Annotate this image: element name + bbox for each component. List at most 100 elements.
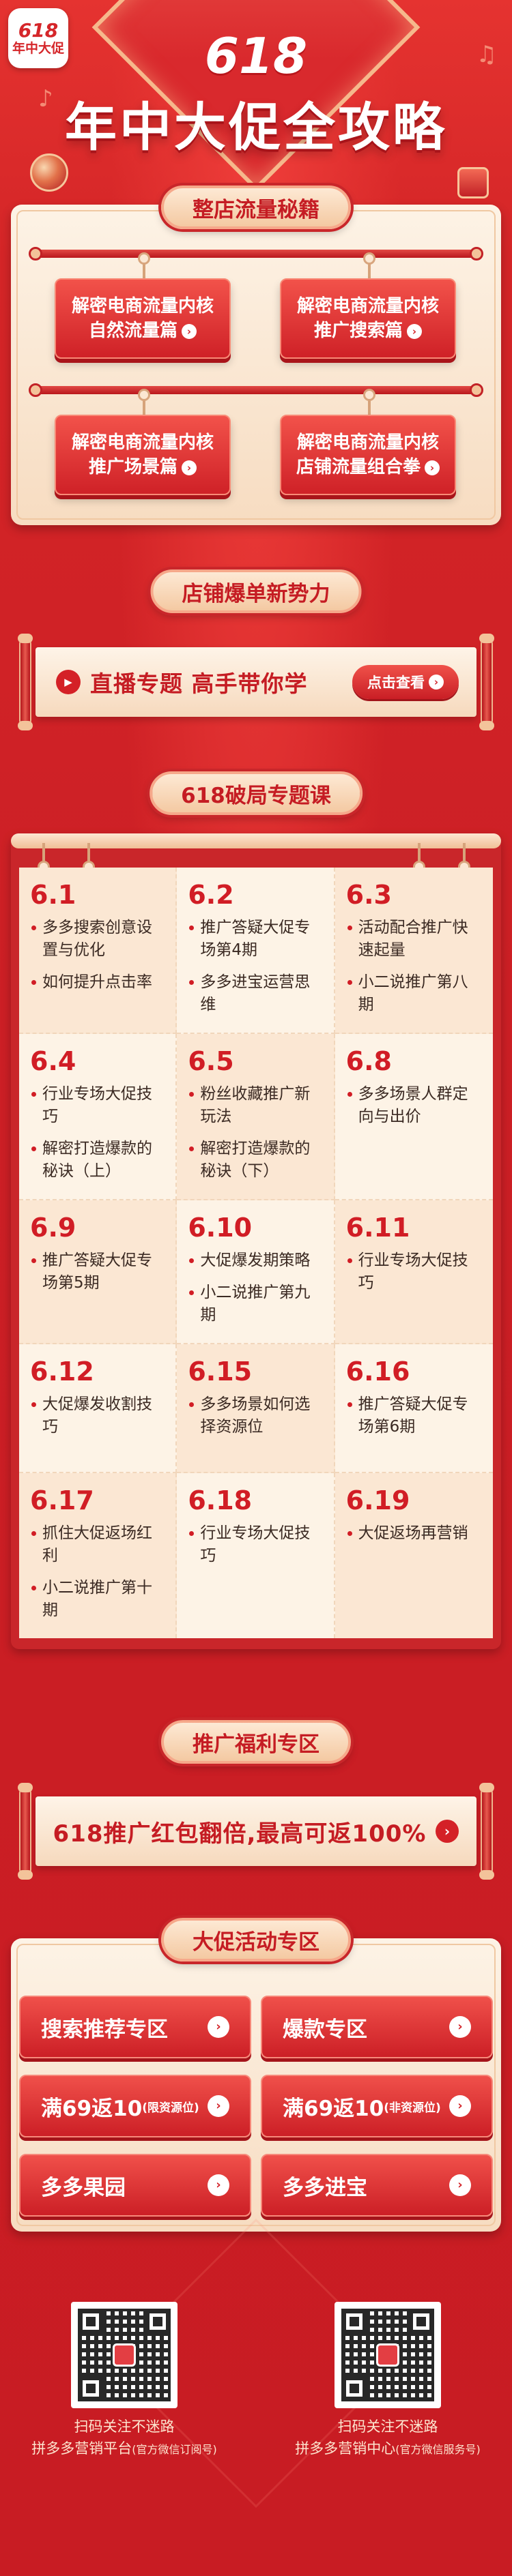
course-item[interactable]: 解密打造爆款的秘诀（下）	[188, 1138, 322, 1183]
section-tab-traffic: 整店流量秘籍	[161, 186, 351, 229]
course-item[interactable]: 多多进宝运营思维	[188, 971, 322, 1016]
course-cell[interactable]: 6.11 行业专场大促技巧	[335, 1200, 493, 1344]
course-date: 6.11	[345, 1213, 410, 1243]
course-cell[interactable]: 6.12 大促爆发收割技巧	[19, 1344, 177, 1473]
course-cell[interactable]: 6.5 粉丝收藏推广新玩法 解密打造爆款的秘诀（下）	[177, 1034, 335, 1200]
live-scroll-banner[interactable]: ▶ 直播专题 高手带你学 点击查看 ›	[11, 634, 501, 730]
promo-button-rebate-nonlimited[interactable]: 满69返10 (非资源位) ›	[261, 2075, 493, 2137]
course-date: 6.1	[30, 880, 76, 910]
music-note-icon: ♫	[476, 41, 497, 68]
course-board: 6.1 多多搜索创意设置与优化如何提升点击率 6.2 推广答疑大促专场第4期 多多进宝运…	[11, 833, 501, 1649]
traffic-button-combo[interactable]: 解密电商流量内核 店铺流量组合拳 ›	[280, 415, 456, 495]
course-date: 6.18	[188, 1485, 253, 1515]
course-item[interactable]: 多多搜索创意设置与优化	[30, 917, 165, 962]
scroll-paper: 618推广红包翻倍,最高可返100% ›	[35, 1796, 477, 1866]
promo-button-rebate-limited[interactable]: 满69返10 (限资源位) ›	[19, 2075, 251, 2137]
course-cell[interactable]: 6.3 活动配合推广快速起量 小二说推广第八期	[335, 868, 493, 1034]
course-cell[interactable]: 6.4 行业专场大促技巧 解密打造爆款的秘诀（上）	[19, 1034, 177, 1200]
logo-text: 年中大促	[12, 41, 64, 56]
course-item[interactable]: 抓住大促返场红利	[30, 1522, 165, 1567]
course-item[interactable]: 行业专场大促技巧	[346, 1249, 482, 1294]
course-item[interactable]: 推广答疑大促专场第5期	[30, 1249, 165, 1294]
course-cell[interactable]: 6.17 抓住大促返场红利 小二说推广第十期	[19, 1473, 177, 1638]
chevron-right-circle-icon: ›	[449, 2016, 471, 2038]
course-item[interactable]: 多多场景人群定向与出价	[346, 1083, 482, 1128]
course-cell[interactable]: 6.10 大促爆发期策略小二说推广第九期	[177, 1200, 335, 1344]
course-date: 6.19	[345, 1485, 410, 1515]
chevron-right-circle-icon: ›	[425, 460, 440, 475]
course-item[interactable]: 行业专场大促技巧	[188, 1522, 322, 1567]
course-cell[interactable]: 6.18 行业专场大促技巧	[177, 1473, 335, 1638]
course-item[interactable]: 活动配合推广快速起量	[346, 917, 482, 962]
course-rail	[11, 833, 501, 848]
course-item[interactable]: 小二说推广第八期	[346, 971, 482, 1016]
course-cell[interactable]: 6.2 推广答疑大促专场第4期 多多进宝运营思维	[177, 868, 335, 1034]
course-item[interactable]: 大促爆发收割技巧	[30, 1393, 165, 1438]
traffic-button-natural[interactable]: 解密电商流量内核 自然流量篇 ›	[55, 278, 231, 359]
course-cell[interactable]: 6.16 推广答疑大促专场第6期	[335, 1344, 493, 1473]
course-item[interactable]: 解密打造爆款的秘诀（上）	[30, 1138, 165, 1183]
hero-number: 618	[204, 27, 308, 85]
promo-button-orchard[interactable]: 多多果园 ›	[19, 2154, 251, 2217]
course-item[interactable]: 行业专场大促技巧	[30, 1083, 165, 1128]
traffic-button-search[interactable]: 解密电商流量内核 推广搜索篇 ›	[280, 278, 456, 359]
chevron-right-circle-icon: ›	[449, 2174, 471, 2196]
traffic-button-scene[interactable]: 解密电商流量内核 推广场景篇 ›	[55, 415, 231, 495]
course-date: 6.9	[30, 1213, 76, 1243]
view-live-button[interactable]: 点击查看 ›	[352, 665, 459, 699]
course-cell[interactable]: 6.19 大促返场再营销	[335, 1473, 493, 1638]
pdd-logo-icon	[113, 2343, 136, 2367]
course-item[interactable]: 多多场景如何选择资源位	[188, 1393, 322, 1438]
course-item[interactable]: 如何提升点击率	[30, 971, 165, 994]
chevron-right-circle-icon: ›	[449, 2095, 471, 2117]
rail	[29, 383, 483, 397]
section-tab-promo: 大促活动专区	[161, 1918, 351, 1961]
course-grid: 6.1 多多搜索创意设置与优化如何提升点击率 6.2 推广答疑大促专场第4期 多多进宝运…	[19, 868, 493, 1638]
course-cell[interactable]: 6.1 多多搜索创意设置与优化如何提升点击率	[19, 868, 177, 1034]
course-date: 6.2	[188, 880, 234, 910]
course-date: 6.15	[188, 1357, 253, 1387]
hero-banner: 618 年中大促 ♪ ♫ 618 年中大促全攻略	[0, 0, 512, 205]
course-item[interactable]: 推广答疑大促专场第4期	[188, 917, 322, 962]
page-title: 年中大促全攻略	[65, 97, 447, 158]
course-cell[interactable]: 6.9 推广答疑大促专场第5期	[19, 1200, 177, 1344]
course-date: 6.8	[345, 1046, 392, 1076]
chevron-right-circle-icon: ›	[208, 2174, 229, 2196]
gift-box-icon	[457, 167, 489, 198]
hook-icon	[363, 389, 375, 401]
course-item[interactable]: 粉丝收藏推广新玩法	[188, 1083, 322, 1128]
promo-button-search[interactable]: 搜索推荐专区 ›	[19, 1996, 251, 2058]
course-date: 6.16	[345, 1357, 410, 1387]
course-cell[interactable]: 6.15 多多场景如何选择资源位	[177, 1344, 335, 1473]
qr-caption-left: 扫码关注不迷路 拼多多营销平台(官方微信订阅号)	[31, 2418, 217, 2457]
chevron-right-circle-icon: ›	[429, 675, 444, 690]
qr-caption-right: 扫码关注不迷路 拼多多营销中心(官方微信服务号)	[295, 2418, 481, 2457]
course-date: 6.4	[30, 1046, 76, 1076]
rail	[29, 247, 483, 261]
course-date: 6.17	[30, 1485, 94, 1515]
course-item[interactable]: 大促返场再营销	[346, 1522, 482, 1545]
chevron-right-circle-icon: ›	[182, 460, 197, 475]
scroll-paper: ▶ 直播专题 高手带你学 点击查看 ›	[35, 647, 477, 717]
course-cell[interactable]: 6.8 多多场景人群定向与出价	[335, 1034, 493, 1200]
benefit-link[interactable]: 618推广红包翻倍,最高可返100% ›	[53, 1815, 459, 1848]
promo-button-jinbao[interactable]: 多多进宝 ›	[261, 2154, 493, 2217]
course-item[interactable]: 小二说推广第九期	[188, 1282, 322, 1327]
logo-number: 618	[18, 19, 59, 42]
course-date: 6.10	[188, 1213, 253, 1243]
course-item[interactable]: 推广答疑大促专场第6期	[346, 1393, 482, 1438]
promo-panel: 搜索推荐专区 › 爆款专区 › 满69返10 (限资源位) › 满69返10 (非资…	[11, 1938, 501, 2232]
course-item[interactable]: 小二说推广第十期	[30, 1577, 165, 1622]
chevron-right-circle-icon: ›	[436, 1820, 459, 1843]
promo-button-hot[interactable]: 爆款专区 ›	[261, 1996, 493, 2058]
chevron-right-circle-icon: ›	[182, 323, 197, 339]
benefit-scroll-banner[interactable]: 618推广红包翻倍,最高可返100% ›	[11, 1783, 501, 1880]
course-item[interactable]: 大促爆发期策略	[188, 1249, 322, 1272]
course-date: 6.12	[30, 1357, 94, 1387]
qr-code-service	[335, 2302, 441, 2408]
hook-icon	[138, 252, 150, 265]
hook-icon	[363, 252, 375, 265]
course-date: 6.3	[345, 880, 392, 910]
chevron-right-circle-icon: ›	[208, 2095, 229, 2117]
ornament-ball-icon	[30, 153, 68, 192]
